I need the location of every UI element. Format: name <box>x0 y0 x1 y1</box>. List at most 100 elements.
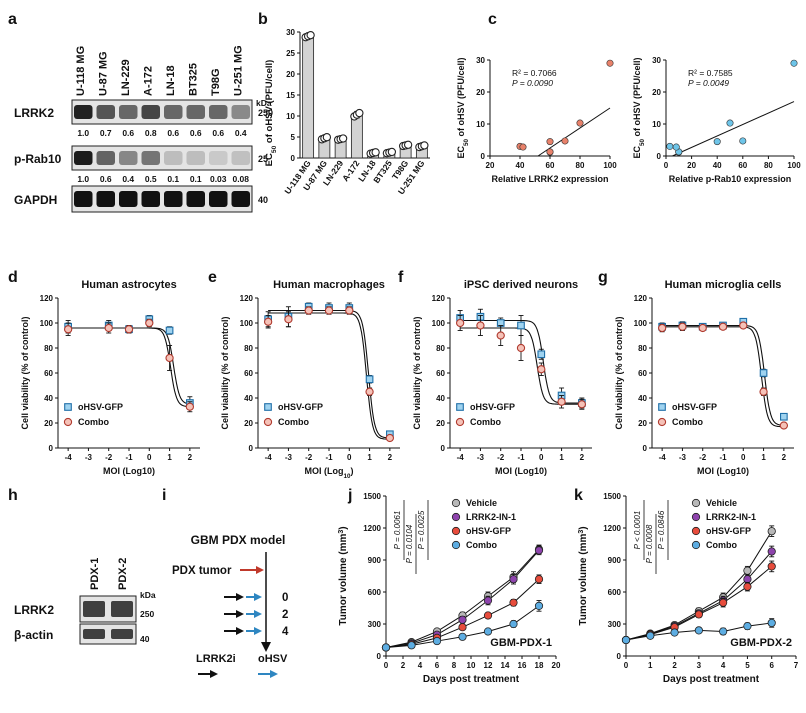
data-point <box>516 343 526 353</box>
x-tick-label: 1 <box>648 661 653 670</box>
data-point <box>338 134 348 143</box>
y-tick-label: 10 <box>652 120 661 129</box>
tumor-growth-chart-k: 0 300 600 900 1200 1500 0 1 2 3 4 5 6 7 Days post trea… <box>578 492 799 685</box>
data-point <box>63 325 73 334</box>
x-axis-label: Relative LRRK2 expression <box>491 174 608 184</box>
y-tick-label: 300 <box>608 620 622 629</box>
y-axis-label: EC50 of oHSV (PFU/cell) <box>632 57 646 158</box>
blot-band <box>111 601 133 617</box>
x-tick-label: 0 <box>539 453 544 462</box>
blot-row-label: LRRK2 <box>14 106 54 120</box>
y-tick-label: 1200 <box>363 524 381 533</box>
x-tick-label: -1 <box>325 453 333 462</box>
lrrk2i-arrowhead <box>236 610 244 618</box>
x-tick-label: -1 <box>125 453 133 462</box>
blot-band <box>74 151 93 165</box>
bar <box>350 114 363 159</box>
band-quant-label: 0.6 <box>167 128 179 138</box>
legend-label: Combo <box>466 540 497 550</box>
y-tick-label: 1500 <box>603 492 621 501</box>
data-point <box>432 636 442 646</box>
x-tick-label: 12 <box>484 661 493 670</box>
axis-label-part: of oHSV (PFU/cell) <box>456 57 466 139</box>
fit-curve <box>68 327 190 405</box>
p-value-label: P = 0.0846 <box>657 510 666 549</box>
y-tick-label: 0 <box>377 652 382 661</box>
x-axis-label: MOI (Log10) <box>304 466 353 480</box>
x-tick-label: 100 <box>603 161 617 170</box>
data-point <box>420 141 429 150</box>
y-tick-label: 5 <box>291 133 296 142</box>
y-tick-label: 20 <box>286 70 295 79</box>
band-quant-label: 0.4 <box>122 174 134 184</box>
chart-title: iPSC derived neurons <box>464 279 578 291</box>
x-tick-label: 2 <box>782 453 787 462</box>
y-tick-label: 600 <box>368 588 382 597</box>
axis-label-part: ) <box>578 526 589 529</box>
data-point <box>537 350 546 359</box>
x-tick-label: 18 <box>535 661 544 670</box>
scatter-point <box>739 137 747 145</box>
y-tick-label: 60 <box>436 369 445 378</box>
data-point <box>739 321 748 330</box>
panel-letter: b <box>258 11 268 28</box>
cell-line-label: U-87 MG <box>98 51 110 96</box>
blot-row-label: β-actin <box>14 628 53 642</box>
blot-band <box>83 629 105 639</box>
scatter-point <box>546 148 554 156</box>
data-point <box>718 322 728 331</box>
y-axis-label: Cell viability (% of control) <box>20 316 30 429</box>
blot-band <box>96 191 115 207</box>
x-tick-label: 1 <box>761 453 766 462</box>
legend-marker <box>263 417 273 427</box>
data-point <box>284 315 293 324</box>
data-point <box>534 601 544 610</box>
data-point <box>657 323 667 333</box>
x-tick-label: -4 <box>265 453 273 462</box>
dose-response-chart-f: 0 20 40 60 80 100 120 -4 -3 -2 -1 0 1 2 iPSC derived n… <box>412 279 592 476</box>
y-tick-label: 30 <box>476 56 485 65</box>
data-point <box>304 306 313 315</box>
data-point <box>458 615 467 624</box>
y-tick-label: 0 <box>291 154 296 163</box>
legend-label: oHSV-GFP <box>706 526 751 536</box>
axis-label-part: 3 <box>578 530 585 534</box>
x-tick-label: -3 <box>477 453 485 462</box>
blot-band <box>141 105 160 119</box>
blot-band <box>209 151 228 165</box>
blot-band <box>74 105 93 119</box>
data-point <box>306 31 315 40</box>
tumor-growth-chart-j: 0 300 600 900 1200 1500 0 2 4 6 8 10 12 14 16 18 20 Days … <box>338 492 561 685</box>
x-tick-label: 20 <box>552 661 561 670</box>
cell-line-label: U-251 MG <box>233 45 245 96</box>
blot-row-label: LRRK2 <box>14 603 54 617</box>
blot-row-label: p-Rab10 <box>14 152 62 166</box>
axis-label-part: EC <box>632 146 642 159</box>
legend-label: oHSV-GFP <box>470 402 515 412</box>
data-point <box>743 622 752 631</box>
y-axis-label: Cell viability (% of control) <box>220 316 230 429</box>
legend-label: oHSV-GFP <box>278 402 323 412</box>
blot-panel-a: U-118 MG U-87 MG LN-229 A-172 LN-18 BT325 T98G… <box>14 45 273 213</box>
data-point <box>496 331 505 340</box>
x-tick-label: -1 <box>517 453 525 462</box>
cell-line-label: BT325 <box>188 63 200 96</box>
blot-band <box>186 151 205 165</box>
dose-response-chart-d: 0 20 40 60 80 100 120 -4 -3 -2 -1 0 1 2 Human astrocyt… <box>20 279 200 476</box>
y-tick-label: 40 <box>436 394 445 403</box>
cell-line-label: LN-18 <box>165 65 177 96</box>
y-tick-label: 100 <box>634 319 648 328</box>
band-quant-label: 1.0 <box>77 174 89 184</box>
data-point <box>534 546 544 555</box>
cell-line-label: A-172 <box>143 66 155 96</box>
data-point <box>371 148 380 157</box>
x-tick-label: 40 <box>516 161 525 170</box>
day-label: 4 <box>282 626 289 638</box>
axis-label-part: 10 <box>343 473 351 480</box>
y-tick-label: 20 <box>436 419 445 428</box>
y-tick-label: 120 <box>634 294 648 303</box>
mw-marker-label: 40 <box>258 195 268 205</box>
y-tick-label: 10 <box>476 120 485 129</box>
x-tick-label: 2 <box>188 453 193 462</box>
